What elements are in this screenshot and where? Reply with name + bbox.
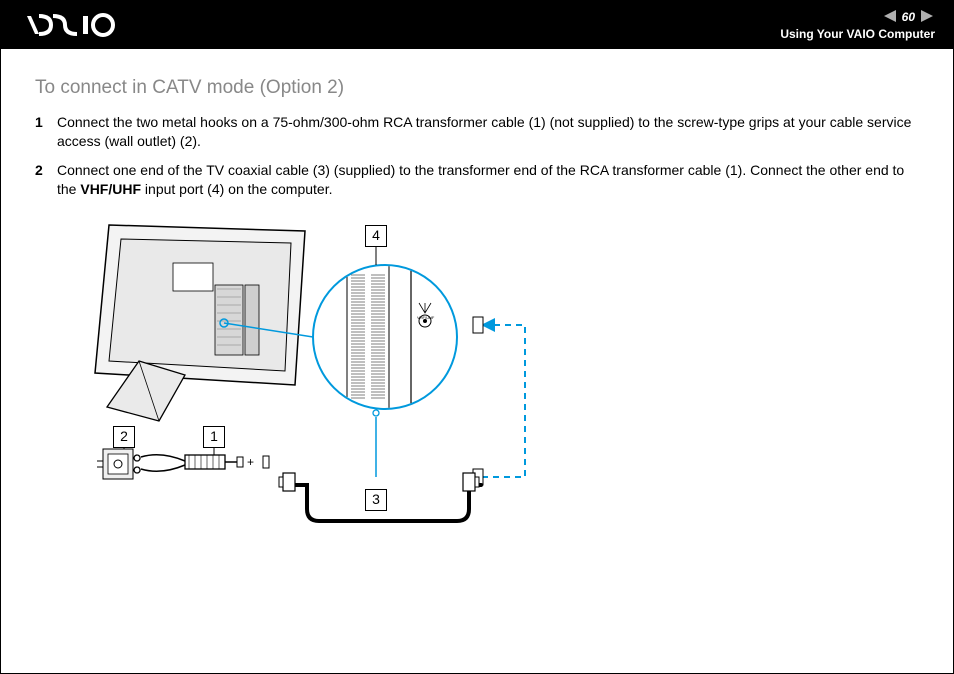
svg-text:VHF/UHF: VHF/UHF (417, 315, 435, 320)
section-title: To connect in CATV mode (Option 2) (35, 77, 953, 99)
nav-next-icon[interactable] (921, 10, 935, 25)
callout-2: 2 (113, 426, 135, 448)
callout-3: 3 (365, 489, 387, 511)
step-1: 1 Connect the two metal hooks on a 75-oh… (35, 113, 919, 151)
callout-1: 1 (203, 426, 225, 448)
content-body: 1 Connect the two metal hooks on a 75-oh… (1, 113, 953, 557)
connection-diagram: VHF/UHF + 1 2 3 4 (85, 217, 645, 557)
nav-prev-icon[interactable] (882, 10, 896, 25)
page-nav: 60 (780, 10, 935, 25)
header-right: 60 Using Your VAIO Computer (780, 10, 935, 41)
step-text: Connect the two metal hooks on a 75-ohm/… (57, 113, 919, 151)
page-number: 60 (902, 10, 915, 24)
step-number: 1 (35, 113, 57, 151)
svg-text:+: + (247, 455, 254, 469)
callout-4: 4 (365, 225, 387, 247)
step-2: 2 Connect one end of the TV coaxial cabl… (35, 161, 919, 199)
step-number: 2 (35, 161, 57, 199)
header-bar: 60 Using Your VAIO Computer (1, 1, 953, 49)
step-text: Connect one end of the TV coaxial cable … (57, 161, 919, 199)
section-label: Using Your VAIO Computer (780, 27, 935, 41)
vaio-logo (25, 12, 135, 38)
